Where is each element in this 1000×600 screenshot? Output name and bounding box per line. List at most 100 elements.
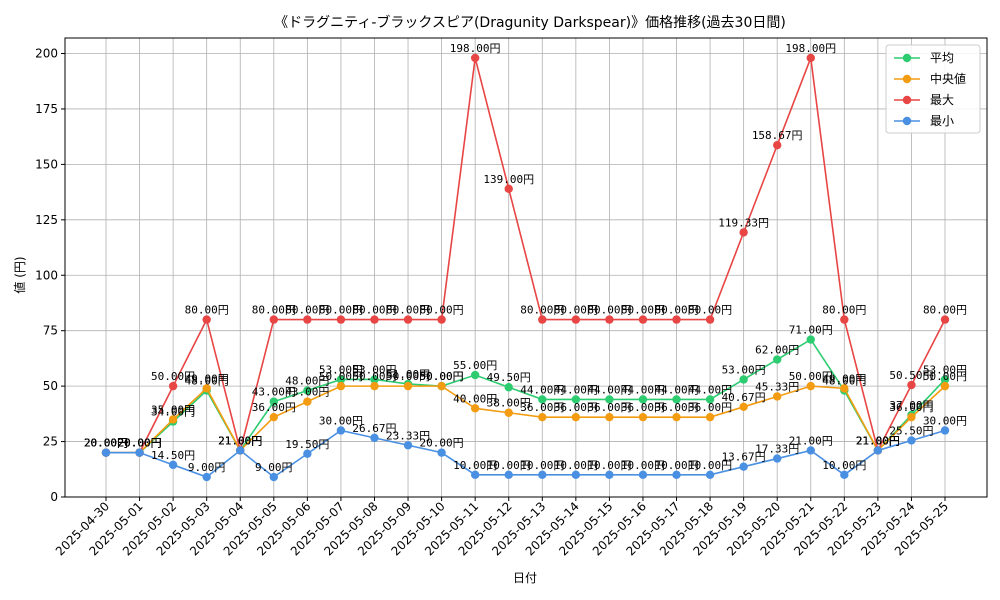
data-point	[638, 470, 648, 480]
data-label: 80.00円	[386, 304, 430, 317]
data-label: 20.00円	[84, 437, 128, 450]
data-point	[370, 315, 379, 324]
data-point	[303, 386, 312, 395]
data-label: 13.67円	[722, 451, 766, 464]
data-label: 44.00円	[554, 383, 598, 396]
data-point	[907, 436, 916, 445]
data-point	[940, 375, 950, 384]
data-point	[303, 315, 312, 324]
data-label: 10.00円	[654, 459, 698, 472]
data-label: 53.00円	[722, 363, 766, 376]
data-point	[202, 315, 211, 324]
data-point	[370, 375, 379, 384]
data-point	[538, 395, 547, 404]
data-label: 36.00円	[520, 401, 564, 414]
data-point	[571, 412, 581, 422]
data-point	[135, 448, 144, 457]
data-label: 20.00円	[117, 437, 161, 450]
data-label: 48.00円	[185, 375, 229, 388]
data-label: 80.00円	[285, 304, 329, 317]
data-label: 21.00円	[218, 434, 262, 447]
data-point	[806, 381, 815, 391]
data-point	[336, 381, 346, 391]
data-label: 23.33円	[386, 429, 430, 442]
y-tick-label: 100	[35, 268, 58, 282]
data-point	[168, 460, 178, 470]
data-point	[873, 446, 883, 455]
data-label: 10.00円	[554, 459, 598, 472]
data-point	[605, 412, 614, 422]
legend-label: 最小	[930, 114, 954, 128]
data-point	[773, 392, 782, 401]
data-label: 10.00円	[621, 459, 665, 472]
data-label: 34.00円	[151, 406, 195, 419]
data-label: 17.33円	[755, 443, 799, 456]
data-label: 25.50円	[889, 424, 933, 437]
data-label: 119.33円	[718, 216, 769, 229]
data-label: 10.00円	[587, 459, 631, 472]
data-label: 45.33円	[755, 380, 799, 393]
data-label: 21.00円	[856, 434, 900, 447]
data-point	[370, 381, 379, 391]
y-tick-label: 50	[43, 379, 58, 393]
data-label: 50.50円	[889, 369, 933, 382]
data-point	[303, 397, 312, 406]
data-point	[336, 375, 346, 384]
data-label: 158.67円	[752, 129, 803, 142]
legend-label: 中央値	[930, 71, 966, 86]
data-point	[705, 395, 715, 404]
data-label: 139.00円	[483, 173, 534, 186]
data-point	[470, 470, 480, 480]
data-point	[336, 426, 346, 435]
data-point	[236, 446, 245, 455]
data-label: 21.00円	[218, 434, 262, 447]
series-line	[106, 57, 946, 454]
grid-lines	[65, 38, 987, 498]
data-label: 50.00円	[352, 370, 396, 383]
data-point	[202, 472, 211, 482]
data-point	[773, 140, 782, 150]
data-label: 44.00円	[621, 383, 665, 396]
legend-label: 平均	[930, 51, 954, 65]
data-point	[940, 381, 950, 391]
legend-swatch-marker	[902, 74, 912, 84]
data-point	[202, 384, 211, 393]
data-label: 80.00円	[587, 304, 631, 317]
data-label: 80.00円	[319, 304, 363, 317]
data-point	[840, 470, 849, 480]
data-point	[773, 355, 782, 364]
data-label: 50.00円	[420, 370, 464, 383]
data-point	[571, 470, 581, 480]
data-label: 20.00円	[117, 437, 161, 450]
y-tick-label: 0	[50, 490, 58, 504]
y-axis-title: 値 (円)	[12, 256, 27, 293]
data-label: 9.00円	[255, 461, 293, 474]
data-label: 43.00円	[252, 386, 296, 399]
data-point	[672, 315, 681, 324]
series-lines	[101, 53, 950, 482]
data-label: 40.67円	[722, 391, 766, 404]
data-label: 55.00円	[453, 359, 497, 372]
data-label: 198.00円	[785, 42, 836, 55]
data-label: 49.00円	[185, 372, 229, 385]
x-axis-title: 日付	[513, 571, 537, 585]
data-point	[638, 315, 648, 324]
data-label: 44.00円	[587, 383, 631, 396]
data-point	[840, 315, 849, 324]
series-line	[106, 385, 946, 454]
data-label: 21.00円	[218, 434, 262, 447]
data-label: 10.00円	[822, 459, 866, 472]
y-tick-label: 150	[35, 157, 58, 171]
data-label: 37.00円	[889, 399, 933, 412]
data-labels: 20.00円20.00円34.00円48.00円21.00円43.00円48.0…	[84, 42, 967, 474]
data-label: 36.00円	[621, 401, 665, 414]
data-point	[940, 315, 950, 324]
data-point	[605, 315, 614, 324]
series-line	[106, 338, 946, 454]
data-label: 71.00円	[789, 324, 833, 337]
data-label: 36.00円	[587, 401, 631, 414]
data-label: 80.00円	[185, 304, 229, 317]
data-point	[470, 404, 480, 413]
data-point	[403, 381, 413, 391]
